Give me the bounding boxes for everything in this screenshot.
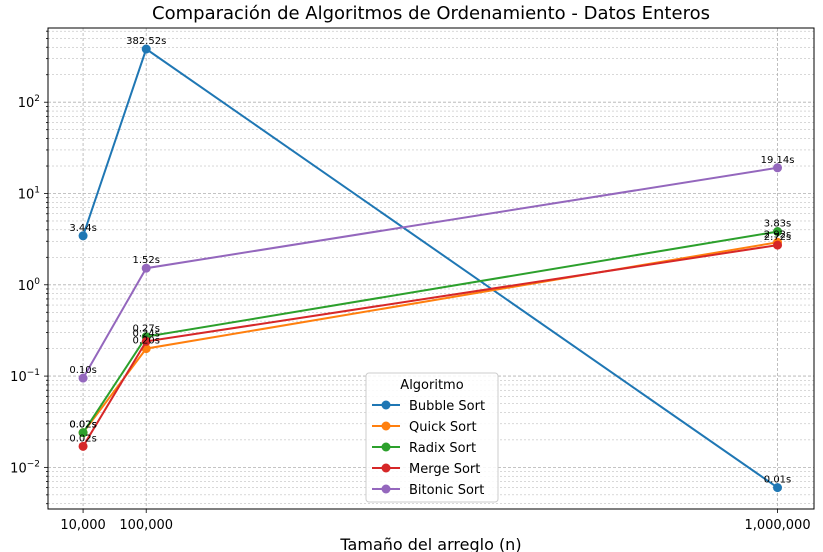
y-tick-label: 10−2 — [10, 459, 40, 476]
x-tick-label: 1,000,000 — [744, 518, 810, 533]
chart-title: Comparación de Algoritmos de Ordenamient… — [152, 3, 710, 24]
data-point — [141, 44, 151, 54]
legend-item-merge-sort: Merge Sort — [372, 462, 480, 477]
data-label: 0.10s — [69, 365, 96, 376]
legend: Algoritmo Bubble Sort Quick Sort Radix Sort… — [365, 372, 499, 503]
y-tick-label: 102 — [18, 94, 40, 111]
legend-swatch-marker — [381, 484, 391, 494]
x-tick-label: 10,000 — [60, 518, 106, 533]
data-labels: 3.44s 382.52s 0.01s 0.02s 0.20s 2.92s 0.02s 0.2… — [69, 36, 794, 486]
legend-title: Algoritmo — [400, 378, 463, 393]
legend-item-bitonic-sort: Bitonic Sort — [372, 483, 484, 498]
data-point — [78, 428, 88, 438]
y-axis: 10−2 10−1 100 101 102 — [10, 30, 48, 505]
legend-label: Merge Sort — [409, 462, 480, 477]
data-point — [141, 336, 151, 346]
data-label: 2.72s — [764, 232, 791, 243]
data-label: 0.24s — [132, 328, 159, 339]
data-label: 0.01s — [764, 475, 791, 486]
data-label: 0.02s — [69, 433, 96, 444]
legend-label: Radix Sort — [409, 441, 476, 456]
x-axis: 10,000 100,000 1,000,000 — [60, 509, 811, 533]
series-bubble-sort — [78, 44, 783, 493]
data-label: 382.52s — [126, 36, 166, 47]
data-label: 0.02s — [69, 420, 96, 431]
data-label: 0.20s — [132, 336, 159, 347]
legend-item-quick-sort: Quick Sort — [372, 420, 477, 435]
legend-item-radix-sort: Radix Sort — [372, 441, 476, 456]
data-label: 0.02s — [69, 420, 96, 431]
legend-swatch-marker — [381, 421, 391, 431]
series-merge-sort — [78, 240, 783, 451]
legend-swatch-marker — [381, 400, 391, 410]
data-label: 2.92s — [764, 229, 791, 240]
series-line — [82, 166, 778, 379]
data-label: 3.83s — [764, 219, 791, 230]
data-point — [78, 441, 88, 451]
data-point — [773, 240, 783, 250]
x-tick-label: 100,000 — [119, 518, 173, 533]
legend-label: Quick Sort — [409, 420, 477, 435]
data-label: 1.52s — [132, 255, 159, 266]
plot-frame — [47, 27, 815, 510]
data-label: 0.27s — [132, 324, 159, 335]
legend-label: Bubble Sort — [409, 399, 485, 414]
data-point — [773, 163, 783, 173]
data-label: 3.44s — [69, 223, 96, 234]
series-layer — [78, 44, 783, 493]
data-point — [773, 227, 783, 237]
series-radix-sort — [78, 227, 783, 438]
data-point — [141, 263, 151, 273]
legend-swatch-marker — [381, 463, 391, 473]
data-point — [78, 231, 88, 241]
y-tick-label: 101 — [18, 186, 40, 203]
data-point — [78, 373, 88, 383]
x-axis-label: Tamaño del arreglo (n) — [339, 535, 521, 552]
y-tick-label: 10−1 — [10, 368, 40, 385]
data-point — [773, 483, 783, 493]
data-label: 19.14s — [761, 155, 795, 166]
legend-label: Bitonic Sort — [409, 483, 484, 498]
series-bitonic-sort — [78, 163, 783, 383]
legend-item-bubble-sort: Bubble Sort — [372, 399, 485, 414]
y-tick-label: 100 — [18, 277, 41, 294]
legend-swatch-marker — [381, 442, 391, 452]
